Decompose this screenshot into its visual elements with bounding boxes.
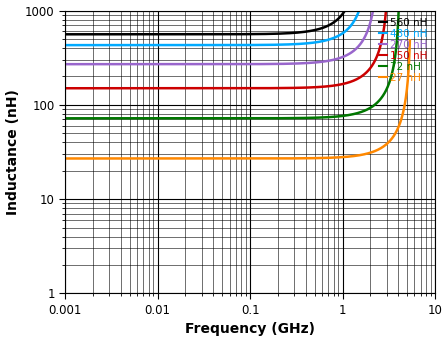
560 nH [62, 32, 68, 36]
Legend: 560 nH, 430 nH, 270 nH, 150 nH, 72 nH, 27 nH: 560 nH, 430 nH, 270 nH, 150 nH, 72 nH, 2… [377, 16, 430, 85]
560 nH [158, 32, 163, 36]
270 nH [133, 62, 138, 66]
27 nH [185, 156, 191, 160]
560 nH [93, 32, 98, 36]
270 nH [108, 62, 114, 66]
27 nH [348, 154, 353, 158]
430 nH [272, 43, 277, 47]
Line: 72 nH: 72 nH [65, 0, 399, 118]
270 nH [99, 62, 104, 66]
430 nH [97, 43, 103, 47]
Line: 430 nH: 430 nH [65, 0, 366, 45]
430 nH [62, 43, 68, 47]
430 nH [168, 43, 174, 47]
Line: 560 nH: 560 nH [65, 0, 355, 34]
Line: 270 nH: 270 nH [65, 0, 376, 64]
150 nH [72, 86, 77, 90]
72 nH [104, 116, 109, 120]
560 nH [283, 31, 289, 36]
72 nH [103, 116, 108, 120]
150 nH [300, 86, 305, 90]
560 nH [244, 32, 249, 36]
27 nH [259, 156, 265, 160]
27 nH [223, 156, 228, 160]
270 nH [156, 62, 162, 66]
Line: 27 nH: 27 nH [65, 40, 410, 158]
27 nH [131, 156, 136, 160]
27 nH [62, 156, 68, 160]
72 nH [373, 102, 379, 106]
150 nH [223, 86, 228, 90]
X-axis label: Frequency (GHz): Frequency (GHz) [185, 323, 315, 337]
150 nH [363, 71, 368, 75]
560 nH [332, 20, 337, 24]
430 nH [191, 43, 196, 47]
72 nH [389, 71, 395, 75]
430 nH [323, 39, 328, 43]
560 nH [321, 25, 327, 29]
150 nH [299, 86, 305, 90]
72 nH [151, 116, 156, 120]
150 nH [62, 86, 68, 90]
Y-axis label: Inductance (nH): Inductance (nH) [5, 89, 20, 215]
270 nH [259, 62, 265, 66]
270 nH [128, 62, 134, 66]
27 nH [386, 140, 392, 144]
270 nH [62, 62, 68, 66]
150 nH [304, 86, 310, 90]
430 nH [264, 43, 270, 47]
27 nH [407, 38, 413, 42]
Line: 150 nH: 150 nH [65, 0, 388, 88]
72 nH [248, 116, 253, 120]
72 nH [62, 116, 68, 120]
